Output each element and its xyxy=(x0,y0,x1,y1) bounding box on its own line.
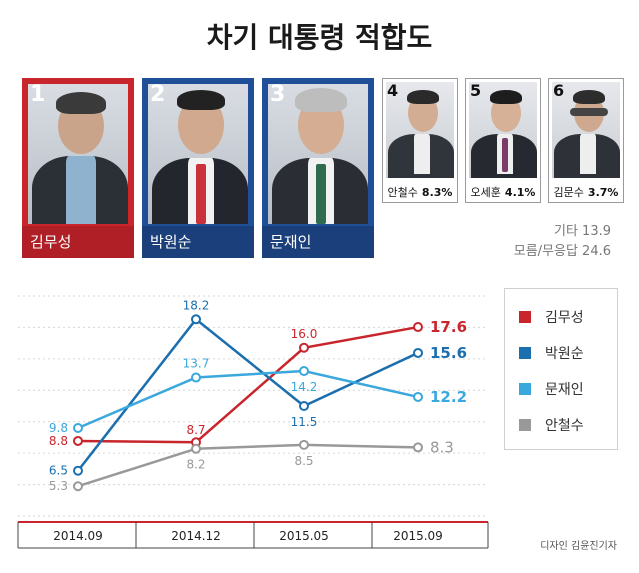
rank-number: 3 xyxy=(270,82,286,107)
candidate-caption: 오세훈 4.1% xyxy=(466,184,540,200)
candidate-photo xyxy=(268,84,368,224)
legend-item: 안철수 xyxy=(519,415,584,435)
data-point xyxy=(299,342,309,353)
legend-item: 문재인 xyxy=(519,379,584,399)
series-line xyxy=(77,317,419,472)
rank-number: 1 xyxy=(30,82,46,107)
x-tick-label: 2015.09 xyxy=(393,529,443,543)
candidate-card-2: 2 박원순 15.6% xyxy=(142,78,254,284)
data-point xyxy=(413,442,423,453)
data-label: 5.3 xyxy=(49,479,68,493)
candidate-pct: 17.6% xyxy=(36,264,95,284)
data-point xyxy=(73,435,83,446)
candidate-pct: 3.7% xyxy=(587,186,619,199)
data-label: 14.2 xyxy=(291,380,318,394)
data-point xyxy=(299,401,309,411)
candidate-card-5: 5 오세훈 4.1% xyxy=(465,78,541,203)
data-point xyxy=(73,481,83,492)
data-label: 9.8 xyxy=(49,421,68,435)
candidate-photo xyxy=(552,82,620,178)
rank-number: 5 xyxy=(470,81,482,100)
candidate-pct: 12.2% xyxy=(276,264,335,284)
data-label: 8.5 xyxy=(294,454,313,468)
candidate-name: 김문수 xyxy=(553,186,584,199)
x-tick-label: 2014.12 xyxy=(171,529,221,543)
data-label: 18.2 xyxy=(183,298,210,312)
no-answer-label: 모름/무응답 24.6 xyxy=(513,244,611,259)
candidate-card-6: 6 김문수 3.7% xyxy=(548,78,624,203)
data-point xyxy=(73,423,83,433)
legend-swatch xyxy=(519,383,531,395)
legend-item: 김무성 xyxy=(519,307,584,327)
credit-text: 디자인 김윤진기자 xyxy=(540,541,617,552)
data-point xyxy=(191,314,201,325)
candidate-name: 김무성 xyxy=(30,233,72,251)
series-line xyxy=(77,369,419,430)
candidate-caption: 김문수 3.7% xyxy=(549,184,623,200)
candidate-card-3: 3 문재인 12.2% xyxy=(262,78,374,284)
x-axis: 2014.09 2014.12 2015.05 2015.09 xyxy=(17,521,489,549)
etc-label: 기타 13.9 xyxy=(554,224,611,239)
legend-label: 김무성 xyxy=(545,310,584,326)
candidate-name: 문재인 xyxy=(270,233,312,251)
data-point xyxy=(299,366,309,377)
legend: 김무성 박원순 문재인 안철수 xyxy=(504,288,618,450)
data-point xyxy=(191,443,201,454)
legend-label: 박원순 xyxy=(545,346,584,362)
data-label: 12.2 xyxy=(430,388,467,406)
candidate-caption: 안철수 8.3% xyxy=(383,184,457,200)
legend-item: 박원순 xyxy=(519,343,584,363)
candidate-photo xyxy=(28,84,128,224)
candidate-name: 박원순 xyxy=(150,233,192,251)
data-point xyxy=(299,439,309,450)
candidate-name: 오세훈 xyxy=(470,186,501,199)
chart-series: 8.8 8.7 16.0 17.6 6.5 18.2 11.5 15.6 9.8 13.7 14.2… xyxy=(49,298,467,493)
data-label: 11.5 xyxy=(291,415,318,429)
legend-swatch xyxy=(519,311,531,323)
data-label: 17.6 xyxy=(430,318,467,336)
chart-title: 차기 대통령 적합도 xyxy=(206,21,433,54)
candidate-photo xyxy=(386,82,454,178)
data-label: 15.6 xyxy=(430,344,467,362)
data-label: 8.7 xyxy=(186,423,205,437)
data-label: 8.8 xyxy=(49,434,68,448)
rank-number: 2 xyxy=(150,82,166,107)
candidate-photo xyxy=(469,82,537,178)
candidate-pct: 4.1% xyxy=(504,186,536,199)
name-bar: 문재인 12.2% xyxy=(262,226,374,284)
name-bar: 김무성 17.6% xyxy=(22,226,134,284)
data-label: 8.2 xyxy=(186,458,205,472)
data-label: 16.0 xyxy=(291,327,318,341)
x-tick-label: 2015.05 xyxy=(279,529,329,543)
legend-label: 문재인 xyxy=(545,382,584,398)
data-point xyxy=(191,372,201,383)
data-point xyxy=(73,465,83,476)
data-point xyxy=(413,322,423,333)
candidate-card-4: 4 안철수 8.3% xyxy=(382,78,458,203)
data-point xyxy=(413,391,423,402)
candidate-pct: 8.3% xyxy=(421,186,453,199)
rank-number: 4 xyxy=(387,81,399,100)
legend-swatch xyxy=(519,347,531,359)
series-line xyxy=(77,325,419,444)
candidate-card-1: 1 김무성 17.6% xyxy=(22,78,134,284)
candidate-photo xyxy=(148,84,248,224)
legend-swatch xyxy=(519,419,531,431)
data-label: 13.7 xyxy=(183,357,210,371)
rank-number: 6 xyxy=(553,81,565,100)
data-label: 8.3 xyxy=(430,438,454,456)
candidate-name: 안철수 xyxy=(387,186,418,199)
x-tick-label: 2014.09 xyxy=(53,529,103,543)
data-point xyxy=(413,347,423,358)
legend-label: 안철수 xyxy=(545,418,584,434)
name-bar: 박원순 15.6% xyxy=(142,226,254,284)
candidate-pct: 15.6% xyxy=(156,264,215,284)
series-line xyxy=(77,443,419,488)
data-label: 6.5 xyxy=(49,464,68,478)
